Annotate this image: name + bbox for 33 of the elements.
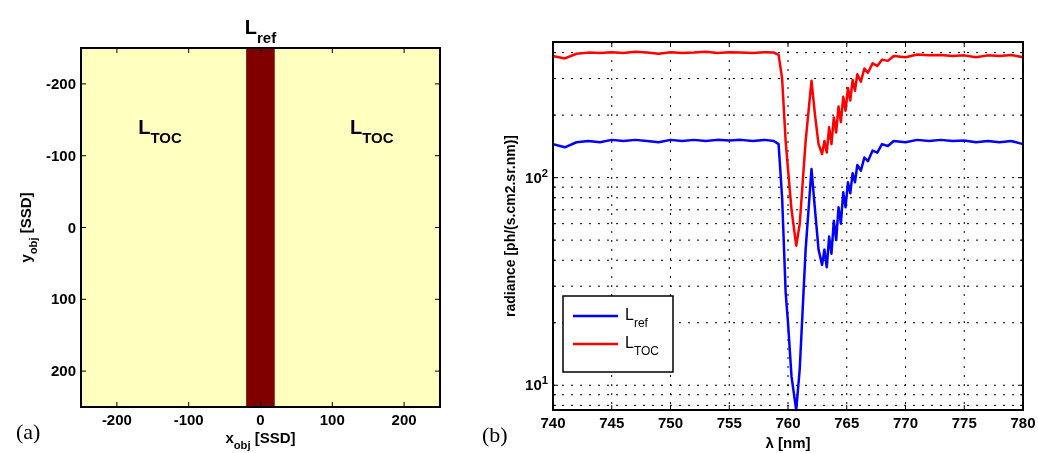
x-tick-label: -100 (173, 411, 204, 428)
y-tick-label: 200 (50, 362, 76, 380)
x-tick-label: 740 (540, 414, 566, 431)
y-tick-label: -200 (45, 74, 76, 92)
y-tick-label: -100 (45, 146, 76, 164)
y-tick-label: 10$^{2}$ (525, 166, 548, 186)
x-tick-label: 765 (834, 414, 860, 431)
legend-label: L$_{ref}$ (625, 306, 649, 330)
y-axis-title: radiance [ph/(s.cm2.sr.nm)] (502, 134, 518, 318)
x-tick-label: 770 (892, 414, 919, 431)
legend-label: L$_{TOC}$ (625, 334, 660, 358)
x-axis-title: λ [nm] (765, 434, 811, 451)
x-tick-label: 745 (599, 414, 625, 431)
x-tick-label: 100 (319, 411, 345, 428)
x-tick-label: 750 (657, 414, 684, 431)
text: (b) (482, 422, 508, 447)
x-tick-label: -200 (101, 411, 132, 428)
chart-title: L$_{ref}$ (244, 16, 278, 46)
line-series (551, 50, 1025, 247)
y-tick-label: 0 (67, 218, 76, 236)
x-tick-label: 0 (256, 411, 265, 428)
x-tick-label: 780 (1010, 414, 1036, 431)
x-axis-title: x$_{obj}$ [SSD] (225, 429, 296, 451)
line-series (551, 138, 1025, 412)
y-tick-label: 100 (50, 290, 76, 308)
text: (a) (16, 419, 41, 444)
x-tick-label: 200 (391, 411, 417, 428)
annotation: L$_{TOC}$ (349, 116, 394, 146)
annotation: L$_{TOC}$ (138, 116, 182, 146)
y-tick-label: 10$^{1}$ (525, 374, 548, 394)
x-tick-label: 775 (951, 414, 977, 431)
x-tick-label: 755 (716, 414, 742, 431)
x-tick-label: 760 (775, 414, 801, 431)
